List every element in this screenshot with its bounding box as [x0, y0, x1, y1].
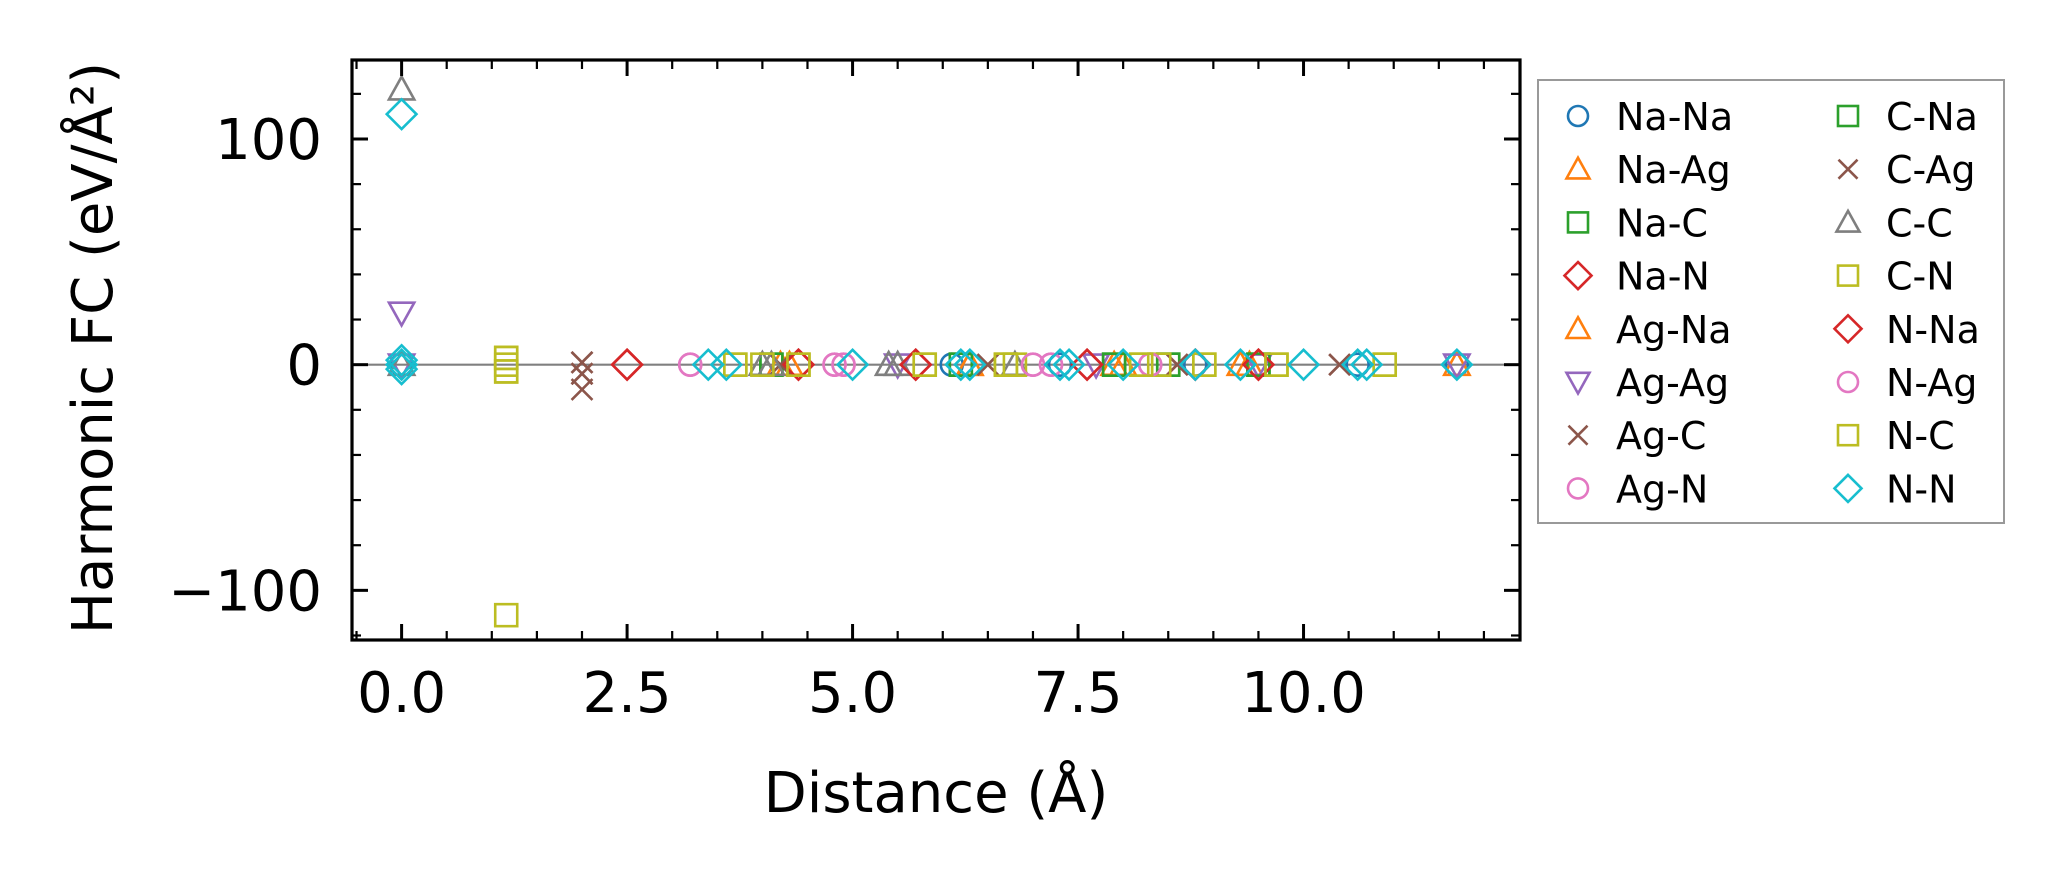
data-point [610, 347, 644, 382]
data-point [831, 352, 856, 377]
x-tick-label: 2.5 [583, 661, 672, 726]
data-point [1106, 347, 1140, 382]
legend-marker [1836, 370, 1860, 394]
data-point [709, 347, 743, 382]
data-point [750, 352, 775, 377]
x-tick-label: 10.0 [1241, 661, 1366, 726]
legend-label: Na-Na [1616, 95, 1733, 139]
legend-marker [1562, 260, 1594, 291]
legend-marker [1564, 155, 1592, 180]
data-point [1340, 347, 1375, 382]
x-tick-label: 0.0 [357, 661, 446, 726]
legend-marker [1566, 211, 1590, 234]
data-point [677, 352, 703, 377]
legend-marker [1836, 264, 1860, 287]
x-tick-label: 7.5 [1034, 661, 1123, 726]
legend-marker [1832, 313, 1864, 345]
data-point [948, 352, 974, 377]
data-point [493, 359, 519, 384]
data-point [944, 347, 978, 382]
x-axis-title: Distance (Å) [764, 760, 1109, 826]
data-point [386, 74, 417, 101]
legend-marker [1566, 477, 1590, 500]
data-point [386, 301, 417, 329]
legend-label: N-N [1886, 467, 1957, 511]
data-point [1345, 352, 1370, 377]
legend-marker [1564, 371, 1592, 397]
data-point [1440, 347, 1474, 382]
legend-label: Ag-N [1616, 467, 1708, 511]
legend-label: Ag-Ag [1616, 361, 1729, 405]
x-tick-label: 5.0 [808, 661, 897, 726]
legend-label: C-C [1886, 201, 1953, 245]
data-point [899, 347, 933, 382]
legend-label: N-C [1886, 414, 1955, 458]
data-point [1052, 347, 1086, 382]
legend-marker [1837, 158, 1859, 180]
data-point [384, 97, 419, 131]
data-point [1328, 353, 1351, 377]
data-point [1349, 347, 1384, 382]
data-point [1178, 347, 1212, 382]
series-c-n [493, 345, 1398, 628]
series-c-c [386, 74, 1030, 377]
legend-label: C-N [1886, 255, 1955, 299]
legend-marker [1836, 423, 1860, 447]
legend-label: Na-C [1616, 201, 1708, 245]
data-point [570, 351, 594, 374]
data-point [1146, 352, 1172, 377]
data-point [493, 602, 519, 628]
y-tick-label: 100 [215, 108, 322, 173]
data-point [1038, 352, 1064, 377]
legend-label: C-Na [1886, 95, 1978, 139]
data-point [1286, 347, 1321, 382]
legend-marker [1836, 104, 1860, 128]
data-point [570, 362, 594, 386]
data-point [835, 347, 870, 382]
data-point [384, 352, 419, 386]
data-point [384, 347, 419, 382]
plot-frame [350, 58, 1522, 642]
series-n-c [493, 345, 1398, 384]
legend-box [1537, 79, 2005, 524]
y-tick-label: 0 [286, 334, 322, 399]
data-point [882, 349, 913, 377]
data-point [912, 352, 938, 377]
legend-label: Ag-Na [1616, 308, 1732, 352]
data-point [786, 352, 811, 377]
legend-label: C-Ag [1886, 148, 1976, 192]
data-point [993, 352, 1019, 377]
y-tick-label: −100 [168, 559, 322, 624]
data-point [822, 352, 847, 377]
data-point [1246, 352, 1271, 377]
legend-marker [1566, 104, 1590, 128]
legend-label: N-Na [1886, 308, 1980, 352]
series-n-n [384, 97, 1474, 386]
data-point [953, 347, 987, 382]
y-axis-title: Harmonic FC (eV/Å²) [60, 62, 126, 634]
data-point [384, 343, 419, 377]
legend: Na-Na Na-Ag Na-C Na-N Ag-Na Ag-Ag Ag-C Ag-N C-Na… [1537, 79, 2005, 524]
legend-label: Na-Ag [1616, 148, 1731, 192]
legend-label: Na-N [1616, 255, 1710, 299]
legend-marker [1564, 314, 1592, 340]
legend-marker [1567, 424, 1589, 446]
data-point [1128, 352, 1154, 377]
plot-area [352, 74, 1520, 628]
legend-label: Ag-C [1616, 414, 1706, 458]
data-point [1043, 347, 1077, 382]
data-point [493, 345, 519, 371]
axes: 0.0 2.5 5.0 7.5 10.0 −100 0 100 [168, 58, 1522, 726]
legend-marker [1834, 208, 1862, 233]
data-point [1192, 352, 1217, 377]
data-point [570, 378, 594, 401]
data-point [1223, 347, 1258, 382]
legend-marker [1832, 473, 1864, 504]
legend-label: N-Ag [1886, 361, 1977, 405]
data-point [1442, 353, 1472, 380]
